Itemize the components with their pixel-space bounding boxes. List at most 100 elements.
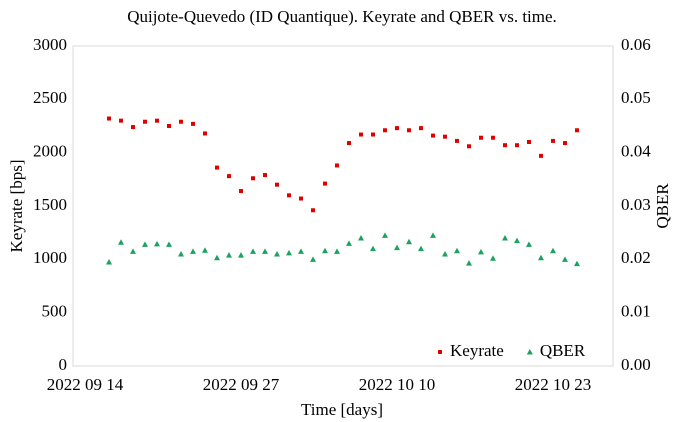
point	[227, 174, 231, 179]
point	[454, 247, 460, 254]
point	[539, 153, 543, 158]
x-tick-label: 2022 10 23	[515, 375, 592, 394]
point	[106, 259, 112, 265]
point	[383, 128, 387, 133]
y2-tick-label: 0.03	[621, 195, 651, 214]
point	[491, 135, 495, 140]
point	[179, 119, 183, 124]
point	[130, 248, 136, 254]
point	[311, 208, 315, 213]
point	[467, 144, 471, 149]
point	[166, 241, 172, 247]
y-tick-label: 2500	[33, 88, 67, 107]
legend-marker	[526, 349, 533, 355]
y-tick-label: 3000	[33, 35, 67, 54]
point	[287, 193, 291, 198]
point	[358, 235, 364, 241]
y2-tick-label: 0.05	[621, 88, 651, 107]
point	[239, 189, 243, 194]
point	[286, 249, 292, 256]
x-tick-label: 2022 09 14	[47, 375, 124, 394]
point	[466, 260, 472, 266]
point	[131, 125, 135, 130]
point	[202, 247, 208, 253]
point	[238, 252, 244, 258]
point	[394, 244, 400, 251]
plot-frame	[72, 45, 614, 367]
y2-axis-label: QBER	[653, 183, 672, 229]
point	[406, 238, 412, 245]
legend-label: Keyrate	[450, 341, 504, 360]
point	[359, 132, 363, 137]
point	[551, 138, 555, 143]
point	[226, 252, 232, 258]
point	[503, 143, 507, 148]
point	[347, 141, 351, 146]
y-tick-label: 500	[42, 302, 68, 321]
point	[370, 245, 376, 252]
legend-marker	[438, 350, 442, 354]
y-tick-label: 2000	[33, 142, 67, 161]
point	[334, 248, 340, 254]
point	[574, 260, 580, 267]
point	[167, 124, 171, 128]
point	[538, 254, 544, 261]
point	[526, 241, 532, 247]
y2-tick-label: 0.06	[621, 35, 651, 54]
y2-tick-label: 0.00	[621, 355, 651, 374]
point	[418, 245, 424, 252]
point	[142, 241, 148, 247]
point	[154, 240, 160, 247]
point	[191, 121, 195, 126]
point	[322, 247, 328, 254]
point	[215, 165, 219, 170]
point	[479, 135, 483, 140]
point	[214, 254, 220, 261]
point	[407, 128, 411, 133]
point	[299, 196, 303, 201]
point	[490, 255, 496, 261]
y2-tick-label: 0.04	[621, 142, 651, 161]
y-axis-label: Keyrate [bps]	[7, 160, 26, 253]
y-tick-label: 0	[59, 355, 68, 374]
legend-label: QBER	[540, 341, 586, 360]
point	[178, 251, 184, 257]
point	[143, 119, 147, 124]
point	[323, 181, 327, 186]
point	[310, 256, 316, 262]
point	[515, 143, 519, 148]
point	[190, 248, 196, 254]
point	[527, 140, 531, 144]
point	[250, 248, 256, 254]
point	[562, 256, 568, 262]
point	[563, 141, 567, 146]
point	[478, 248, 484, 255]
y2-tick-label: 0.02	[621, 248, 651, 267]
point	[107, 116, 111, 121]
x-tick-label: 2022 09 27	[203, 375, 280, 394]
point	[203, 131, 207, 136]
point	[442, 251, 448, 257]
point	[262, 248, 268, 254]
point	[395, 126, 399, 131]
point	[443, 134, 447, 139]
x-axis-label: Time [days]	[301, 400, 383, 419]
point	[251, 176, 255, 181]
point	[550, 247, 556, 254]
x-tick-label: 2022 10 10	[359, 375, 436, 394]
chart-title: Quijote-Quevedo (ID Quantique). Keyrate …	[127, 7, 557, 26]
point	[514, 237, 520, 244]
point	[430, 232, 436, 238]
point	[274, 251, 280, 257]
point	[346, 240, 352, 246]
point	[431, 133, 435, 138]
y2-tick-label: 0.01	[621, 302, 651, 321]
point	[118, 239, 124, 245]
y-tick-label: 1000	[33, 248, 67, 267]
y-tick-label: 1500	[33, 195, 67, 214]
point	[382, 232, 388, 238]
point	[455, 138, 459, 143]
point	[275, 182, 279, 187]
